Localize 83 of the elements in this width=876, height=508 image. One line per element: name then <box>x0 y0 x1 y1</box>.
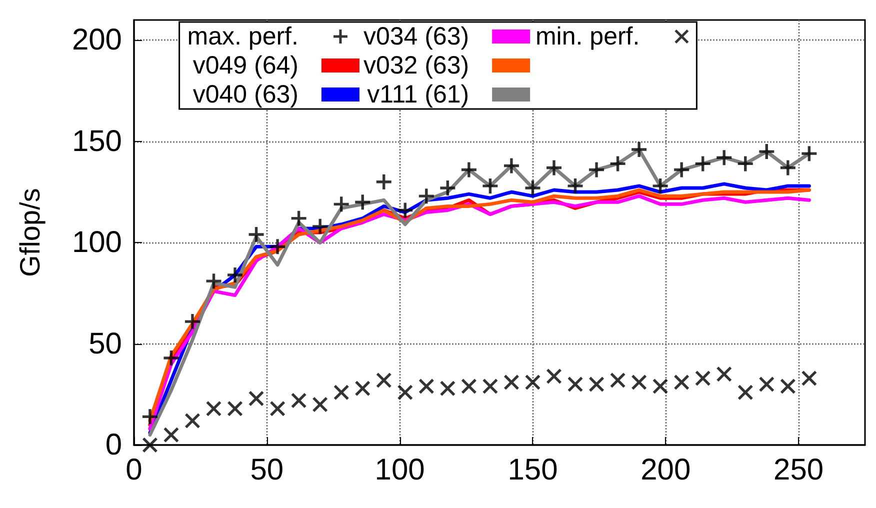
legend-label: v034 (63) <box>363 22 470 50</box>
legend-label: v111 (61) <box>367 80 470 108</box>
y-tick-label: 0 <box>105 428 122 462</box>
point <box>716 150 732 166</box>
point <box>184 314 200 330</box>
point <box>632 374 647 390</box>
legend-label: v032 (63) <box>363 52 470 80</box>
point <box>228 401 243 416</box>
point <box>652 378 668 394</box>
point <box>738 384 753 400</box>
point <box>270 239 286 254</box>
point <box>248 390 264 406</box>
point <box>568 376 583 392</box>
point <box>206 274 222 289</box>
point <box>248 227 264 242</box>
x-tick-label: 250 <box>774 454 824 486</box>
point <box>716 366 732 382</box>
point <box>418 188 434 204</box>
point <box>504 374 519 390</box>
x-tick-label: 0 <box>126 454 142 486</box>
point <box>610 156 626 172</box>
point <box>206 401 222 416</box>
point <box>759 376 774 392</box>
point <box>312 397 328 412</box>
point <box>142 409 158 424</box>
point <box>184 413 200 428</box>
point <box>142 438 158 452</box>
point <box>228 268 243 282</box>
point <box>461 162 476 178</box>
point <box>674 374 690 390</box>
point <box>695 370 710 386</box>
y-tick-label: 150 <box>72 124 122 158</box>
point <box>759 144 774 160</box>
y-tick-label: 100 <box>72 226 122 260</box>
point <box>695 156 710 172</box>
point <box>802 146 817 162</box>
legend-label: v040 (63) <box>192 80 298 108</box>
point <box>652 178 668 194</box>
point <box>440 180 456 196</box>
legend-label: min. perf. <box>535 22 640 50</box>
point <box>312 218 328 234</box>
point <box>376 372 392 388</box>
y-tick-label: 200 <box>72 24 122 57</box>
point <box>610 372 626 388</box>
point <box>355 194 370 210</box>
point <box>270 401 286 416</box>
x-tick-label: 150 <box>508 454 558 486</box>
x-tick-label: 100 <box>374 454 425 486</box>
point <box>291 392 306 408</box>
point <box>589 162 604 178</box>
point <box>780 378 796 394</box>
point <box>738 156 753 172</box>
point <box>482 378 498 394</box>
point <box>418 378 434 394</box>
point <box>632 142 647 158</box>
x-tick-label: 200 <box>640 454 691 486</box>
point <box>504 158 519 174</box>
y-axis-title: Gflop/s <box>14 188 46 277</box>
y-tick-label: 50 <box>88 327 122 360</box>
point <box>440 380 456 396</box>
point <box>461 378 476 394</box>
point <box>164 350 179 366</box>
point <box>376 174 392 190</box>
point <box>164 427 179 442</box>
point <box>355 380 370 396</box>
point <box>398 384 413 400</box>
point <box>334 384 349 400</box>
point <box>291 210 306 226</box>
point <box>568 178 583 194</box>
legend-label: max. perf. <box>187 22 298 50</box>
point <box>398 202 413 218</box>
x-tick-label: 50 <box>250 454 284 486</box>
point <box>589 376 604 392</box>
point <box>780 160 796 176</box>
point <box>525 374 540 390</box>
legend-label: v049 (64) <box>192 52 298 80</box>
point <box>546 160 562 176</box>
point <box>334 196 349 212</box>
point <box>525 180 540 196</box>
point <box>482 178 498 194</box>
point <box>802 370 817 386</box>
point <box>546 368 562 384</box>
point <box>674 162 690 178</box>
